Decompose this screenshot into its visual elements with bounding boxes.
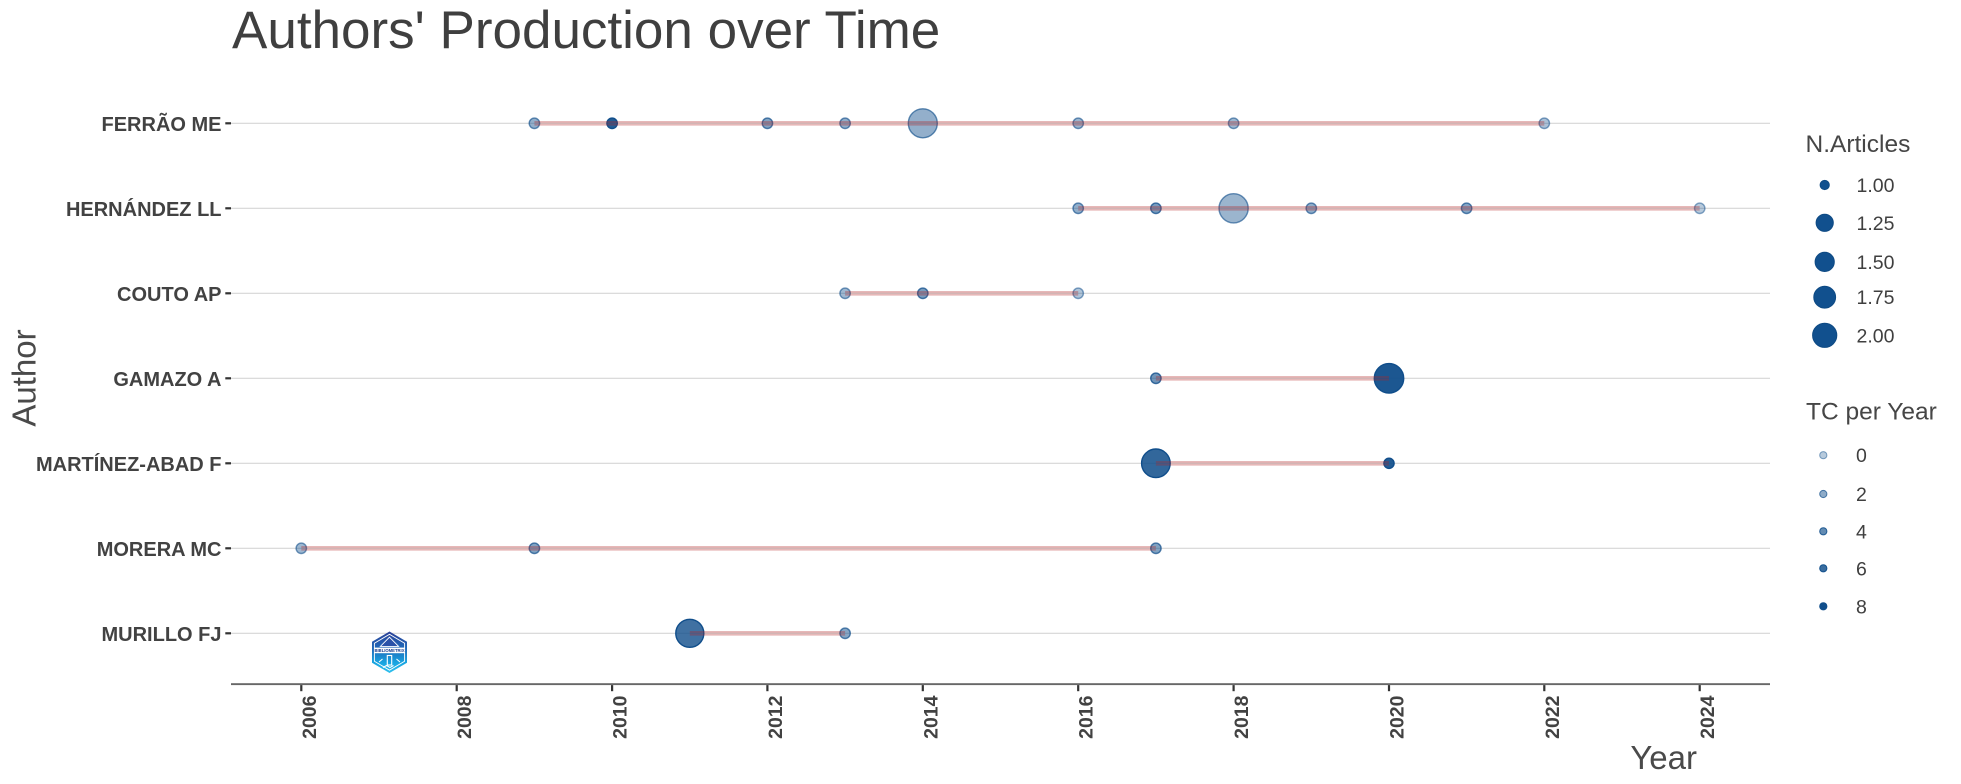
svg-text:MURILLO FJ: MURILLO FJ (102, 624, 222, 646)
svg-text:MARTÍNEZ-ABAD F: MARTÍNEZ-ABAD F (36, 453, 222, 476)
svg-text:2008: 2008 (454, 695, 476, 739)
svg-text:2: 2 (1856, 484, 1867, 506)
svg-text:1.25: 1.25 (1857, 213, 1895, 235)
svg-text:2020: 2020 (1387, 695, 1409, 739)
svg-text:6: 6 (1856, 558, 1867, 580)
svg-text:1.00: 1.00 (1857, 175, 1895, 197)
svg-text:2012: 2012 (765, 695, 787, 739)
svg-text:Authors' Production over Time: Authors' Production over Time (232, 1, 940, 60)
svg-text:BIBLIOMETRIX: BIBLIOMETRIX (374, 648, 404, 653)
svg-text:Author: Author (6, 329, 43, 426)
svg-text:1.75: 1.75 (1857, 287, 1895, 309)
svg-text:2014: 2014 (920, 695, 942, 739)
svg-text:2024: 2024 (1697, 695, 1719, 739)
svg-text:Year: Year (1630, 739, 1697, 776)
svg-text:2.00: 2.00 (1857, 325, 1895, 347)
svg-text:4: 4 (1856, 521, 1867, 543)
svg-text:N.Articles: N.Articles (1806, 131, 1911, 158)
svg-text:MORERA MC: MORERA MC (97, 539, 222, 561)
svg-text:HERNÁNDEZ LL: HERNÁNDEZ LL (66, 198, 222, 221)
svg-text:2016: 2016 (1076, 695, 1098, 739)
svg-text:GAMAZO A: GAMAZO A (113, 369, 221, 391)
svg-text:2010: 2010 (610, 695, 632, 739)
svg-text:TC per Year: TC per Year (1806, 399, 1937, 426)
svg-text:COUTO AP: COUTO AP (117, 284, 221, 306)
svg-text:2018: 2018 (1231, 695, 1253, 739)
svg-text:8: 8 (1856, 596, 1867, 618)
svg-text:2006: 2006 (299, 695, 321, 739)
svg-text:1.50: 1.50 (1857, 252, 1895, 274)
svg-text:2022: 2022 (1542, 695, 1564, 739)
svg-text:FERRÃO ME: FERRÃO ME (102, 113, 222, 136)
svg-text:0: 0 (1856, 445, 1867, 467)
